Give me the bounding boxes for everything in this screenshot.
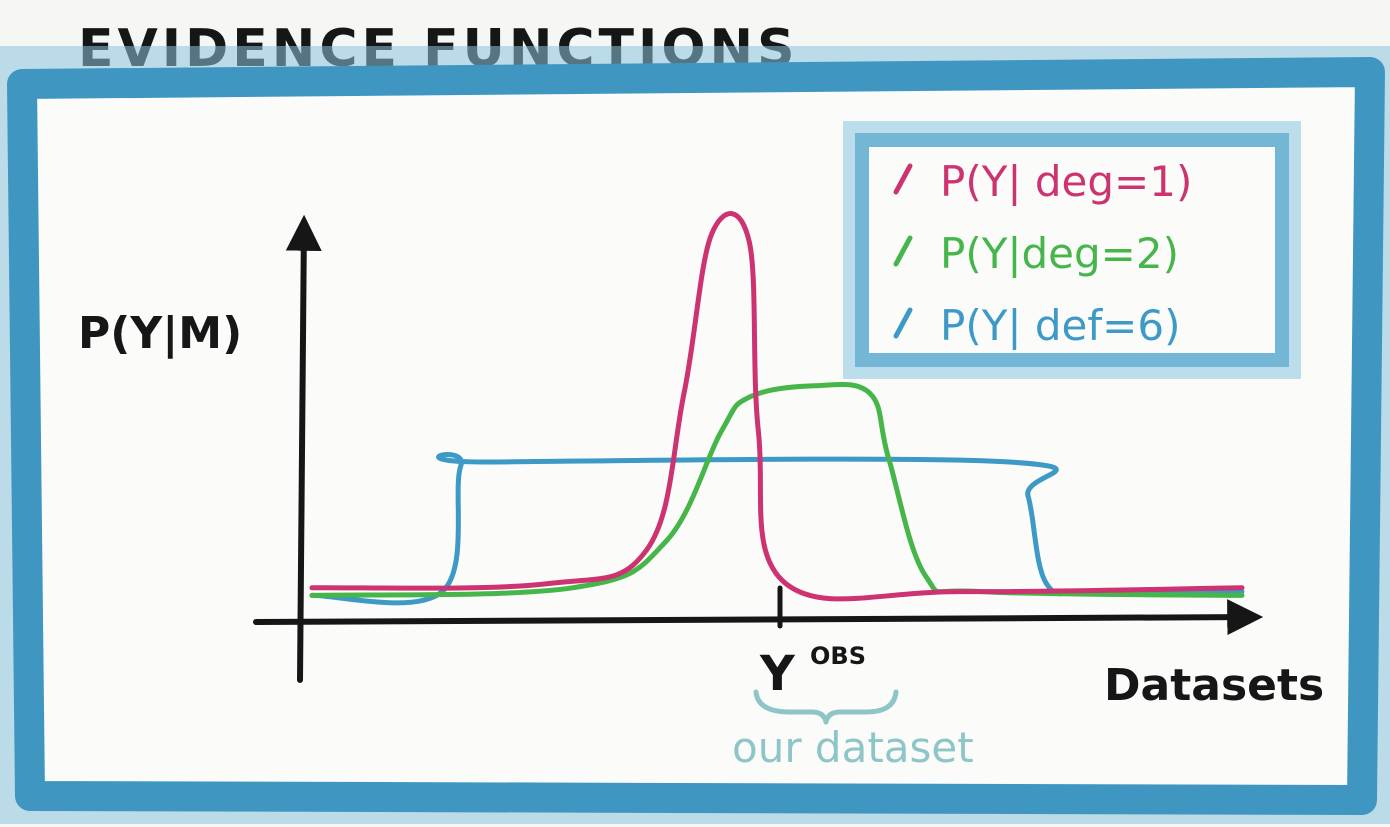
x-axis-label: Datasets — [1104, 660, 1324, 711]
legend-label-3: P(Y| def=6) — [940, 301, 1180, 350]
legend-label-2: P(Y|deg=2) — [940, 229, 1179, 278]
dataset-note: our dataset — [732, 723, 974, 772]
legend-swatch-2 — [893, 235, 913, 267]
yobs-label: Y — [759, 646, 796, 702]
legend-swatch-1 — [893, 163, 913, 195]
yobs-superscript: OBS — [810, 642, 866, 670]
y-axis — [285, 214, 322, 683]
legend-box — [855, 133, 1289, 367]
series-line-1 — [309, 211, 1245, 602]
dataset-brace — [753, 689, 899, 725]
curves-group — [309, 211, 1245, 606]
x-axis — [253, 599, 1264, 636]
legend: P(Y| deg=1) P(Y|deg=2) P(Y| def=6) — [893, 157, 1192, 350]
legend-label-1: P(Y| deg=1) — [940, 157, 1192, 206]
legend-swatch-3 — [893, 307, 913, 339]
y-axis-label: P(Y|M) — [78, 308, 242, 359]
